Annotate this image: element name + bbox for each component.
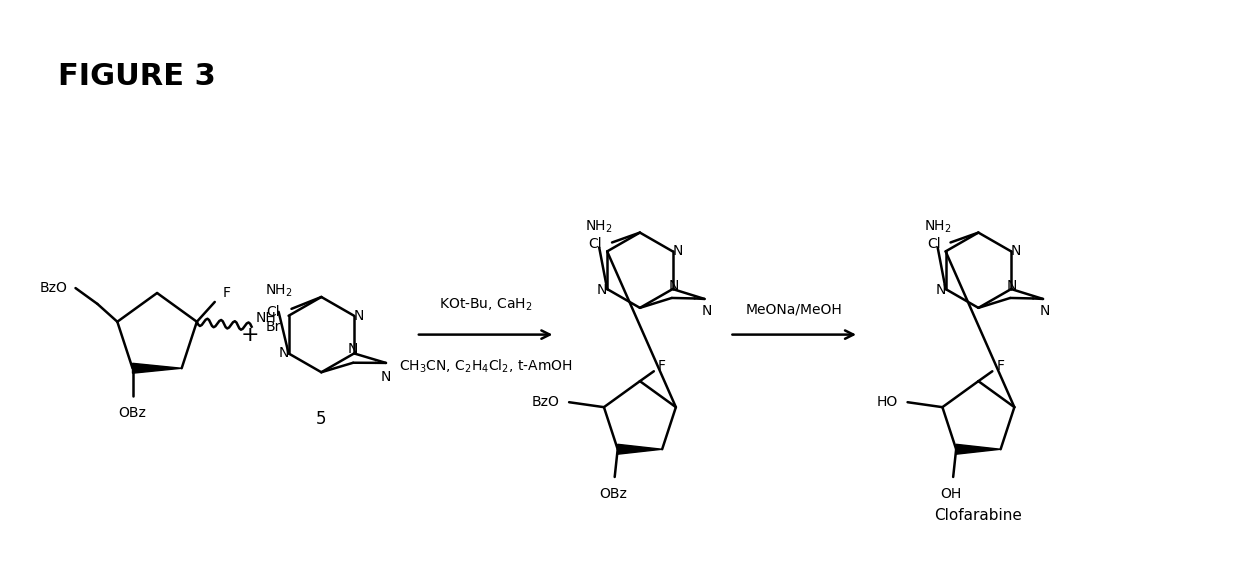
Text: F: F — [658, 359, 666, 373]
Text: N: N — [596, 283, 608, 297]
Text: N: N — [1011, 244, 1022, 258]
Text: BzO: BzO — [40, 281, 67, 295]
Text: N: N — [702, 304, 712, 318]
Text: NH$_2$: NH$_2$ — [924, 218, 951, 234]
Text: Cl: Cl — [589, 237, 603, 251]
Text: NH$_2$: NH$_2$ — [265, 282, 293, 299]
Text: N: N — [279, 346, 289, 360]
Text: F: F — [996, 359, 1004, 373]
Text: Cl: Cl — [265, 305, 279, 319]
Text: N: N — [1007, 279, 1018, 293]
Polygon shape — [133, 363, 181, 373]
Text: +: + — [241, 325, 259, 345]
Text: Br: Br — [265, 320, 281, 333]
Text: CH$_3$CN, C$_2$H$_4$Cl$_2$, t-AmOH: CH$_3$CN, C$_2$H$_4$Cl$_2$, t-AmOH — [399, 357, 573, 375]
Polygon shape — [956, 444, 1001, 454]
Text: N: N — [348, 342, 358, 356]
Text: HO: HO — [877, 395, 898, 409]
Text: N: N — [1040, 304, 1050, 318]
Text: 5: 5 — [316, 410, 326, 428]
Polygon shape — [618, 444, 662, 454]
Text: NH$_2$: NH$_2$ — [585, 218, 613, 234]
Text: N: N — [353, 309, 365, 323]
Text: OBz: OBz — [599, 487, 626, 501]
Text: N: N — [381, 370, 391, 384]
Text: BzO: BzO — [531, 395, 559, 409]
Text: N: N — [935, 283, 946, 297]
Text: KOt-Bu, CaH$_2$: KOt-Bu, CaH$_2$ — [439, 297, 532, 313]
Text: N: N — [668, 279, 680, 293]
Text: OH: OH — [941, 487, 962, 501]
Text: Cl: Cl — [928, 237, 941, 251]
Text: MeONa/MeOH: MeONa/MeOH — [745, 303, 843, 317]
Text: F: F — [223, 286, 231, 300]
Text: N: N — [672, 244, 683, 258]
Text: NH: NH — [255, 311, 277, 325]
Text: OBz: OBz — [119, 406, 146, 420]
Text: Clofarabine: Clofarabine — [935, 508, 1022, 523]
Text: FIGURE 3: FIGURE 3 — [57, 62, 216, 91]
